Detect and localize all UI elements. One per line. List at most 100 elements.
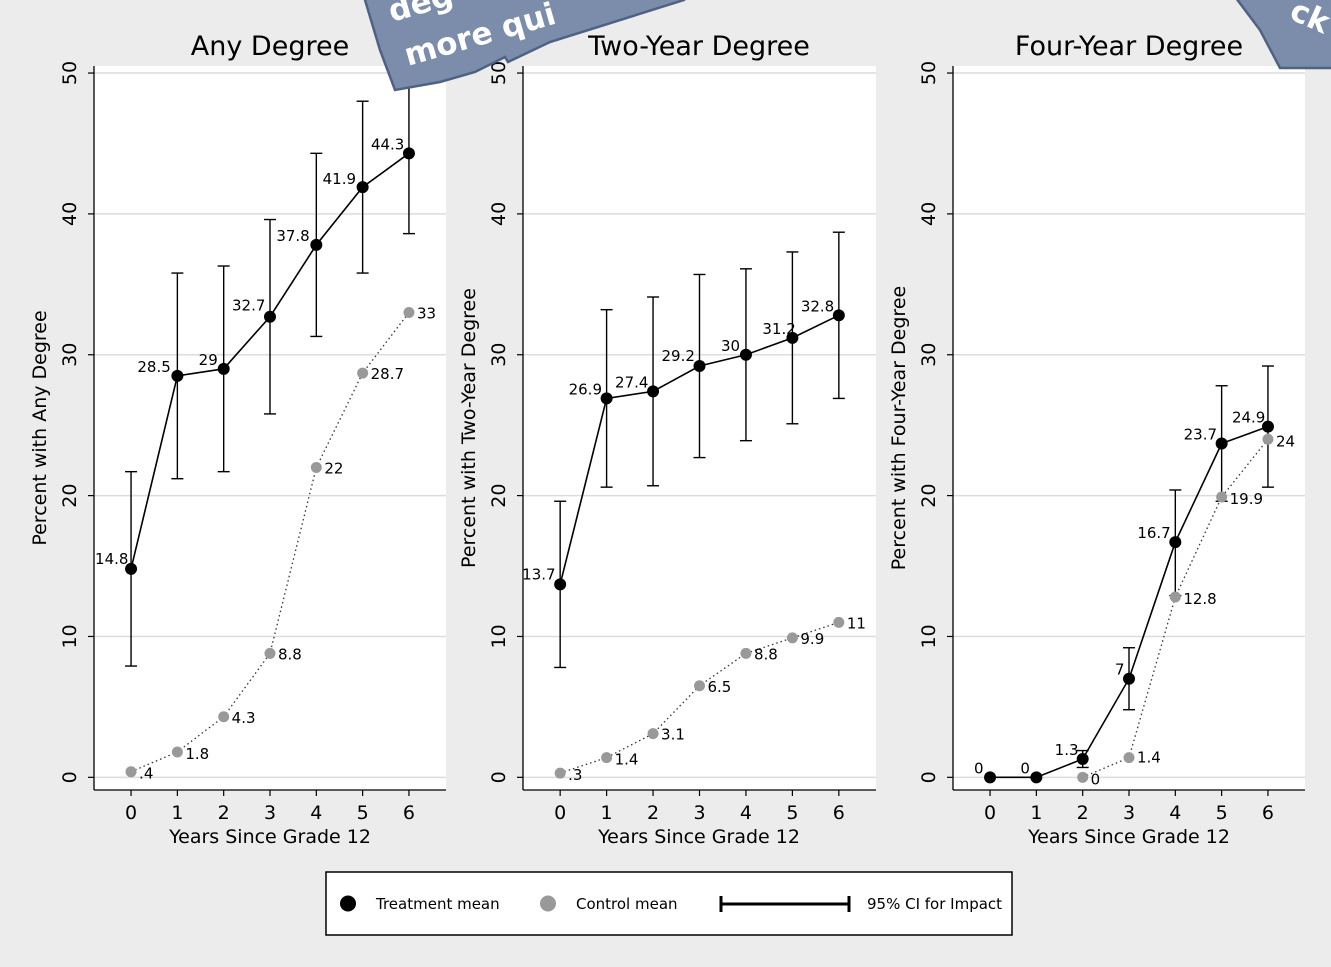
legend-control-label: Control mean (576, 895, 678, 913)
control-point (1216, 491, 1228, 503)
treatment-point (402, 147, 415, 160)
y-tick-label: 20 (488, 484, 510, 508)
control-data-label: 4.3 (232, 709, 256, 727)
treatment-point (739, 348, 752, 361)
x-tick-label: 1 (171, 802, 183, 824)
x-tick-label: 3 (1123, 802, 1135, 824)
x-tick-label: 1 (1030, 802, 1042, 824)
callout-bubble-right: ck (1235, 0, 1331, 70)
x-tick-label: 5 (786, 802, 798, 824)
control-point (1123, 752, 1135, 764)
treatment-data-label: 13.7 (522, 565, 555, 583)
y-tick-label: 10 (59, 624, 81, 648)
y-tick-label: 0 (918, 771, 940, 783)
x-tick-label: 2 (218, 802, 230, 824)
treatment-data-label: 32.7 (232, 297, 265, 315)
y-tick-label: 20 (59, 484, 81, 508)
control-data-label: .3 (568, 766, 582, 784)
x-tick-label: 3 (264, 802, 276, 824)
x-tick-label: 0 (984, 802, 996, 824)
control-data-label: 9.9 (800, 630, 824, 648)
control-point (786, 632, 798, 644)
control-data-label: 33 (417, 304, 436, 322)
legend: Treatment mean Control mean 95% CI for I… (325, 871, 1013, 936)
control-data-label: 1.8 (185, 745, 209, 763)
treatment-data-label: 29 (199, 351, 218, 369)
x-tick-label: 2 (1077, 802, 1089, 824)
x-tick-label: 6 (833, 802, 845, 824)
x-tick-label: 6 (1262, 802, 1274, 824)
control-data-label: 28.7 (371, 365, 404, 383)
legend-control-marker (540, 895, 556, 912)
plot-area (94, 66, 446, 790)
x-tick-label: 4 (310, 802, 322, 824)
treatment-point (554, 578, 567, 591)
y-axis-label: Percent with Two-Year Degree (458, 288, 480, 568)
control-data-label: 24 (1276, 432, 1295, 450)
treatment-point (786, 331, 799, 344)
control-point (1262, 433, 1274, 445)
treatment-point (1261, 420, 1274, 433)
x-tick-label: 5 (357, 802, 369, 824)
treatment-data-label: 16.7 (1137, 524, 1170, 542)
y-axis-label: Percent with Four-Year Degree (888, 286, 910, 570)
control-point (218, 711, 230, 723)
callout-bubble-right-shape (1235, 0, 1331, 70)
y-tick-label: 40 (918, 202, 940, 226)
y-tick-label: 30 (59, 343, 81, 367)
treatment-point (1169, 536, 1182, 549)
control-data-label: 1.4 (1137, 749, 1161, 767)
treatment-data-label: 30 (721, 337, 740, 355)
control-data-label: 6.5 (708, 678, 732, 696)
control-data-label: 8.8 (278, 645, 302, 663)
y-tick-label: 10 (918, 624, 940, 648)
y-tick-label: 10 (488, 624, 510, 648)
treatment-data-label: 29.2 (662, 347, 695, 365)
control-data-label: 8.8 (754, 645, 778, 663)
panel-3: 0 10 20 30 40 50 0 1 2 3 4 5 6 Four-Year Degree Years … (888, 31, 1305, 848)
y-tick-label: 0 (59, 771, 81, 783)
treatment-data-label: 26.9 (569, 380, 602, 398)
legend-treatment-marker (340, 895, 356, 912)
treatment-point (264, 310, 276, 323)
y-tick-label: 50 (488, 61, 510, 85)
treatment-data-label: 28.5 (137, 358, 170, 376)
treatment-point (1076, 753, 1089, 766)
x-tick-label: 1 (601, 802, 613, 824)
control-point (740, 647, 752, 659)
x-tick-label: 4 (740, 802, 752, 824)
control-point (125, 766, 137, 778)
x-axis-label: Years Since Grade 12 (597, 826, 800, 848)
control-point (554, 767, 566, 779)
treatment-point (832, 309, 845, 322)
control-point (1169, 591, 1181, 603)
control-point (1077, 771, 1089, 783)
control-point (357, 367, 369, 379)
treatment-data-label: 24.9 (1232, 409, 1265, 427)
x-tick-label: 6 (403, 802, 415, 824)
control-point (264, 647, 276, 659)
y-tick-label: 50 (59, 61, 81, 85)
control-point (403, 306, 415, 318)
y-tick-label: 30 (918, 343, 940, 367)
treatment-point (356, 181, 369, 194)
control-point (171, 746, 183, 758)
y-tick-label: 40 (59, 202, 81, 226)
treatment-data-label: 0 (1020, 759, 1030, 777)
y-tick-label: 0 (488, 771, 510, 783)
treatment-point (1215, 437, 1228, 450)
control-data-label: 1.4 (615, 751, 639, 769)
treatment-point (984, 771, 997, 784)
x-axis-label: Years Since Grade 12 (1027, 826, 1230, 848)
treatment-point (171, 369, 184, 382)
panel-title: Two-Year Degree (587, 31, 810, 62)
treatment-point (600, 392, 613, 405)
y-tick-label: 20 (918, 484, 940, 508)
treatment-point (647, 385, 660, 398)
y-axis-label: Percent with Any Degree (29, 310, 51, 545)
treatment-data-label: 32.8 (801, 297, 834, 315)
x-tick-label: 5 (1216, 802, 1228, 824)
treatment-data-label: 41.9 (323, 170, 356, 188)
panel-2: 0 10 20 30 40 50 0 1 2 3 4 5 6 Two-Year Degree Years S… (458, 31, 876, 848)
